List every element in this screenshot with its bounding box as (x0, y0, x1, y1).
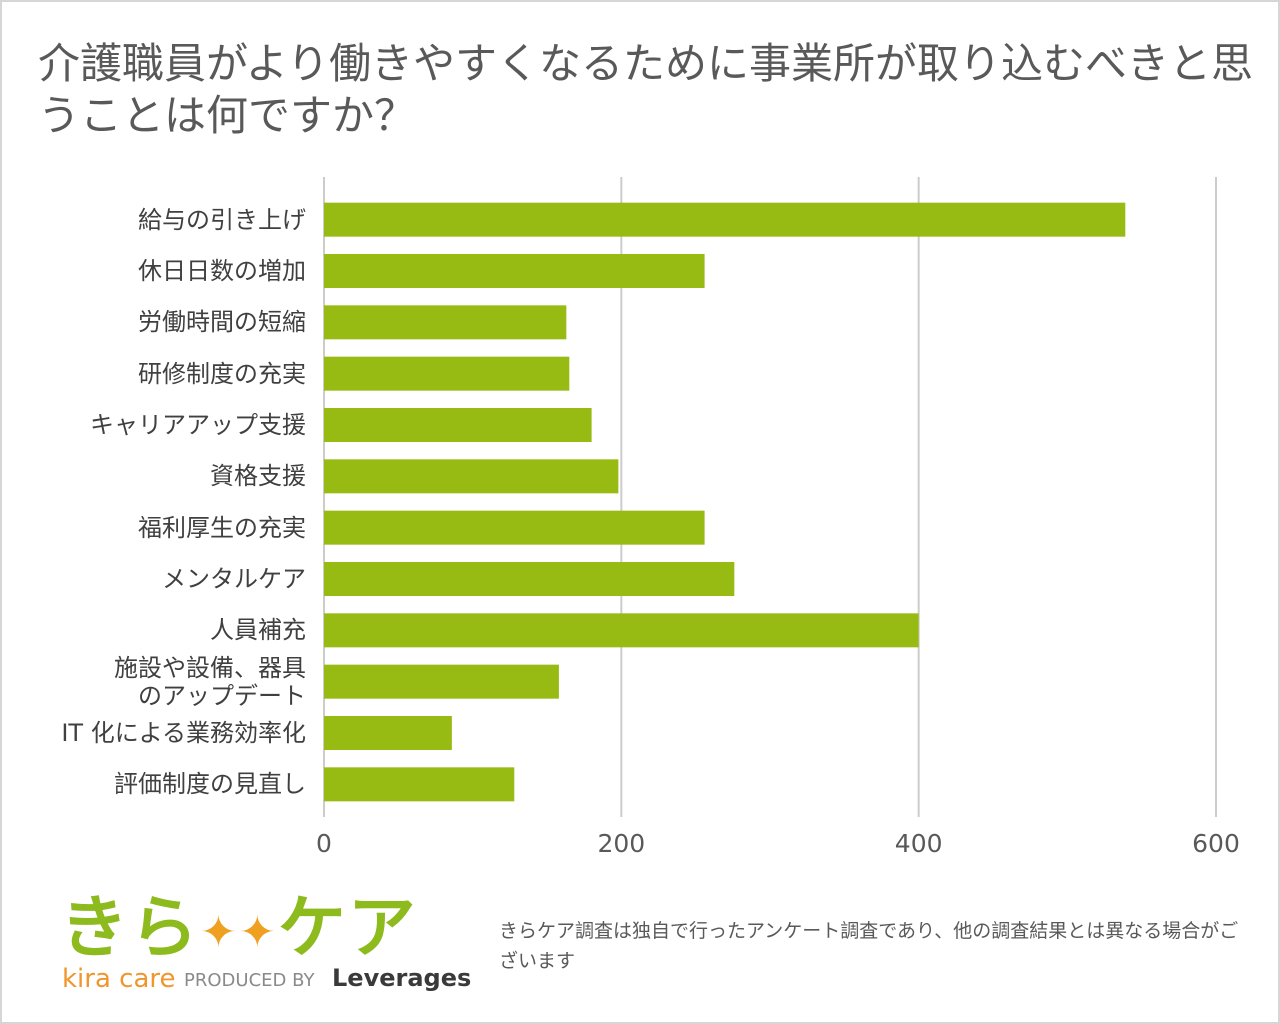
bar (324, 356, 570, 391)
logo: きら✦✦ケア kira care PRODUCED BY Leverages (60, 872, 471, 1002)
logo-sub: kira care (62, 964, 176, 994)
bar (324, 664, 559, 699)
y-tick-label: IT 化による業務効率化 (61, 719, 306, 747)
logo-text: ケア (277, 889, 418, 968)
logo-main: きら✦✦ケア (60, 872, 418, 971)
bar (324, 767, 515, 802)
y-tick-label: 人員補充 (210, 616, 306, 645)
bar (324, 254, 705, 288)
bar (324, 202, 1126, 237)
y-tick-label: 評価制度の見直し (114, 770, 306, 799)
bar (324, 459, 619, 494)
bar (324, 510, 705, 545)
bar (324, 613, 919, 648)
logo-sparkle: ✦✦ (200, 906, 278, 958)
chart-title: 介護職員がより働きやすくなるために事業所が取り込むべきと思うことは何ですか？ (38, 39, 1254, 140)
x-tick-label: 600 (1192, 829, 1240, 858)
y-tick-label: 研修制度の充実 (138, 359, 306, 388)
logo-company: Leverages (332, 964, 472, 992)
y-tick-label: キャリアアップ支援 (90, 411, 306, 439)
y-tick-label: メンタルケア (162, 565, 306, 593)
y-tick-label: 労働時間の短縮 (138, 308, 306, 337)
y-tick-label: 福利厚生の充実 (138, 513, 306, 542)
x-tick-label: 400 (895, 829, 943, 858)
y-tick-label: 施設や設備、器具 のアップデート (114, 653, 306, 710)
bar (324, 562, 735, 596)
x-tick-label: 0 (316, 829, 332, 858)
bar (324, 716, 452, 750)
bar (324, 408, 592, 442)
footnote: きらケア調査は独自で行ったアンケート調査であり、他の調査結果とは異なる場合がござ… (499, 920, 1239, 972)
bar (324, 305, 567, 340)
y-tick-label: 休日日数の増加 (138, 257, 306, 285)
y-tick-label: 給与の引き上げ (138, 205, 306, 234)
logo-produced-by: PRODUCED BY (184, 970, 315, 991)
x-tick-label: 200 (597, 829, 645, 858)
logo-text: きら (60, 889, 201, 968)
y-tick-label: 資格支援 (210, 462, 306, 491)
